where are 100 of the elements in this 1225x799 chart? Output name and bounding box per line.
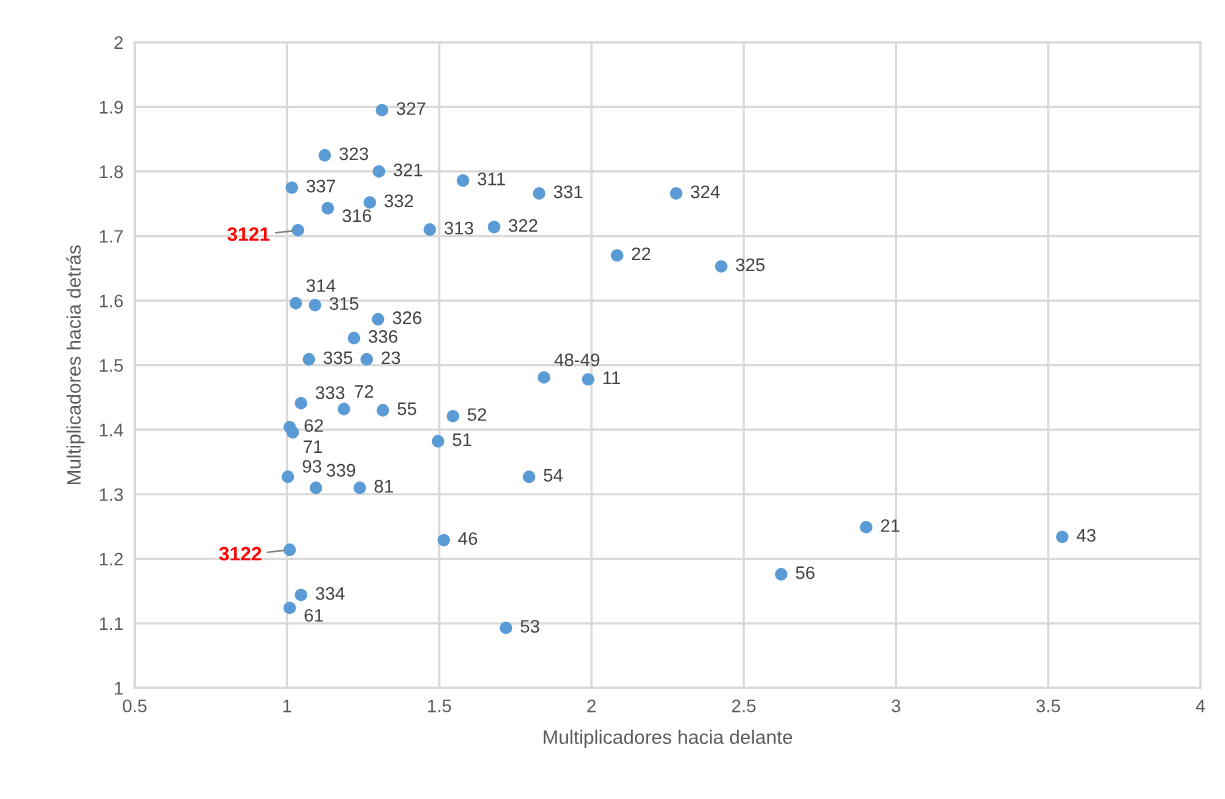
point	[281, 470, 295, 484]
point	[423, 223, 437, 236]
annotation: 332	[384, 194, 414, 208]
annotation: 54	[543, 469, 563, 482]
x-tick-label: 4	[1195, 699, 1205, 713]
annotation: 314	[306, 279, 336, 293]
annotation: 324	[690, 185, 720, 199]
annotation: 325	[735, 258, 765, 272]
y-tick-label: 1.6	[99, 294, 123, 308]
point	[1056, 530, 1069, 544]
y-tick-label: 2	[114, 36, 123, 49]
annotation: 339	[326, 463, 356, 477]
point	[363, 196, 377, 209]
annotation: 326	[392, 311, 422, 325]
annotation: 51	[452, 433, 472, 447]
y-tick-label: 1.2	[99, 552, 123, 566]
point	[774, 568, 788, 581]
annotation: 22	[631, 247, 651, 261]
x-axis-title: Multiplicadores hacia delante	[543, 729, 793, 748]
annotation: 93	[302, 459, 322, 473]
annotation: 62	[304, 419, 323, 432]
point	[321, 202, 335, 215]
annotation: 313	[444, 221, 474, 235]
point	[347, 331, 361, 345]
point	[283, 543, 296, 556]
point	[289, 296, 303, 310]
point	[371, 313, 385, 326]
annotation: 43	[1076, 528, 1096, 542]
annotation: 55	[397, 402, 417, 416]
point	[456, 174, 470, 187]
y-axis-title: Multiplicadores hacia detrás	[66, 245, 85, 485]
point	[522, 470, 536, 484]
annotation: 23	[381, 351, 401, 365]
point	[360, 353, 373, 366]
annotation: 311	[477, 172, 505, 186]
point	[715, 260, 728, 273]
x-tick-label: 0.5	[122, 699, 147, 713]
annotation: 334	[315, 587, 345, 600]
point	[294, 397, 308, 410]
point	[431, 435, 445, 448]
point	[437, 533, 451, 547]
x-tick-label: 2	[587, 699, 596, 713]
x-tick-label: 1	[283, 699, 292, 713]
point	[285, 181, 299, 194]
point	[376, 404, 390, 417]
x-tick-label: 3	[891, 699, 901, 713]
annotation: 71	[303, 440, 322, 453]
y-tick-label: 1.1	[99, 617, 123, 630]
annotation: 48-49	[554, 353, 600, 367]
point	[487, 220, 501, 234]
point	[283, 601, 296, 615]
y-tick-label: 1.3	[99, 488, 123, 501]
annotation: 333	[315, 386, 345, 400]
x-tick-label: 1.5	[428, 699, 452, 713]
annotation: 81	[374, 479, 393, 493]
annotation: 323	[339, 147, 369, 161]
point	[294, 588, 308, 602]
x-tick-label: 2.5	[732, 699, 756, 713]
annotation: 315	[329, 297, 359, 310]
annotation: 11	[603, 371, 621, 385]
point	[446, 409, 460, 423]
point	[610, 249, 624, 262]
point	[308, 298, 322, 312]
annotation: 316	[342, 209, 372, 223]
y-tick-label: 1	[114, 682, 123, 695]
y-tick-label: 1.9	[99, 100, 123, 114]
point	[537, 371, 551, 384]
annotation: 331	[553, 185, 583, 199]
annotation: 61	[304, 608, 323, 622]
point	[337, 402, 351, 416]
point	[859, 520, 873, 534]
point	[286, 426, 299, 439]
annotation: 52	[467, 408, 487, 421]
point	[302, 353, 316, 366]
annotation: 335	[323, 351, 353, 365]
annotation: 321	[393, 163, 423, 177]
annotation: 72	[354, 385, 374, 398]
annotation: 3122	[219, 546, 262, 561]
point	[375, 103, 389, 117]
annotation: 327	[396, 102, 426, 115]
point	[532, 187, 546, 200]
x-tick-label: 3.5	[1036, 699, 1061, 713]
y-tick-label: 1.7	[99, 230, 123, 243]
point	[291, 224, 305, 237]
annotation: 3121	[227, 227, 270, 242]
point	[581, 373, 595, 386]
annotation: 21	[881, 519, 900, 532]
annotation: 336	[368, 330, 398, 343]
annotation: 322	[508, 219, 538, 232]
point	[499, 621, 513, 635]
annotation: 56	[795, 566, 815, 580]
point	[318, 149, 331, 162]
annotation: 46	[458, 532, 478, 545]
annotation: 337	[306, 179, 336, 193]
point	[353, 481, 366, 495]
point	[372, 165, 386, 178]
point	[309, 481, 323, 495]
point	[669, 187, 683, 200]
annotation: 53	[520, 619, 540, 633]
y-tick-label: 1.5	[99, 359, 123, 372]
